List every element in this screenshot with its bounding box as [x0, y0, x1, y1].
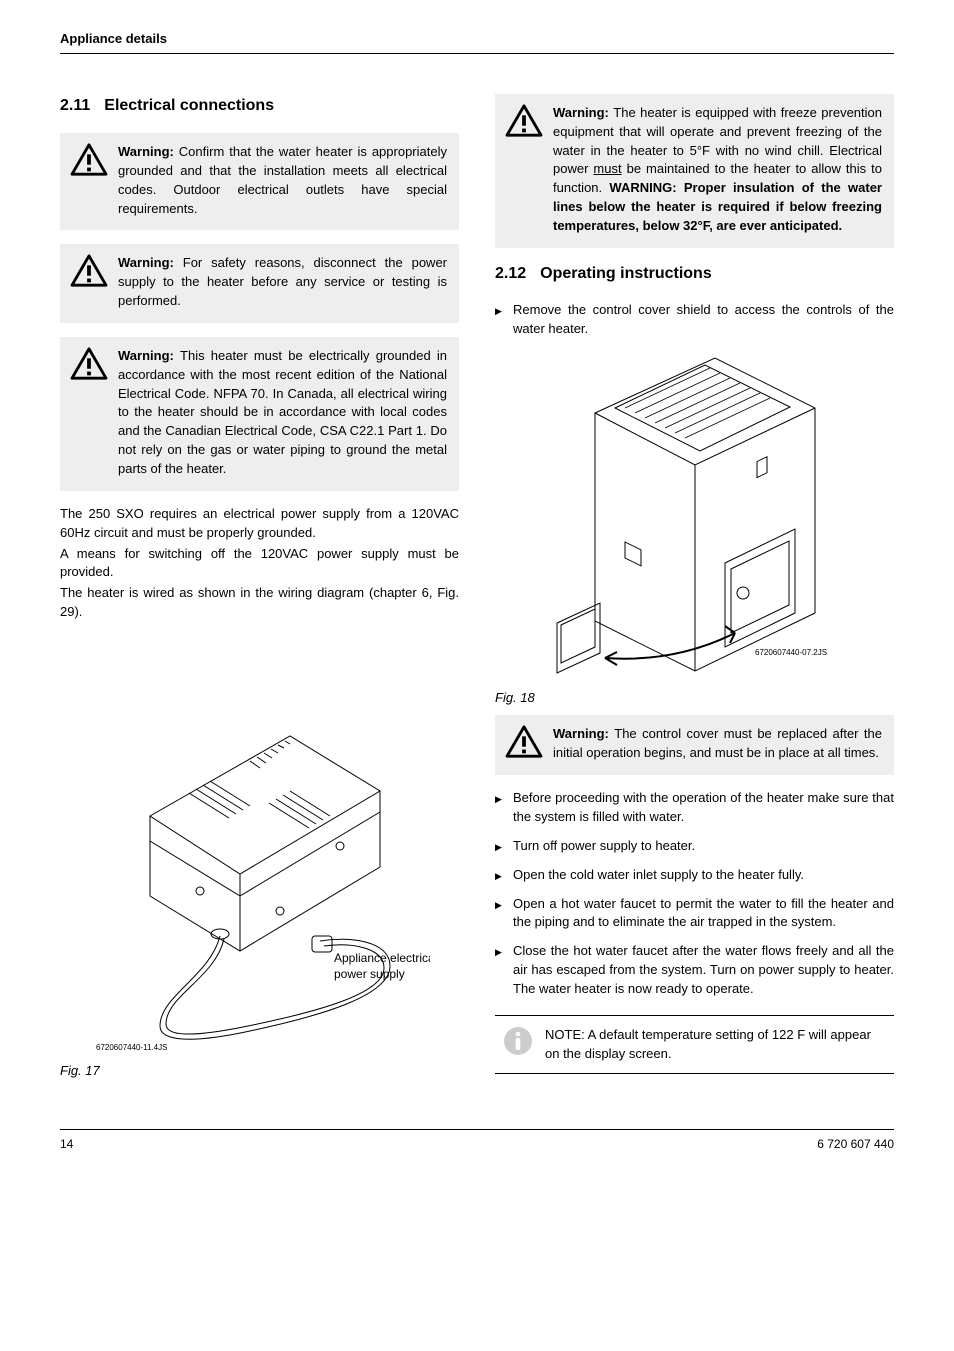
warning-box-code: Warning: This heater must be electricall…	[60, 337, 459, 491]
warning-box-grounding: Warning: Confirm that the water heater i…	[60, 133, 459, 230]
warning-body: This heater must be electrically grounde…	[118, 348, 447, 476]
page-header: Appliance details	[60, 30, 894, 54]
warning-icon	[70, 143, 108, 177]
warning-lead: Warning:	[118, 348, 180, 363]
list-item: Remove the control cover shield to acces…	[495, 301, 894, 339]
warning-icon	[505, 104, 543, 138]
warning-text: Warning: This heater must be electricall…	[118, 347, 447, 479]
fig17-label-line1: Appliance electrical	[334, 951, 430, 965]
warning-lead: Warning:	[118, 255, 183, 270]
figure-17-svg: Appliance electrical power supply 672060…	[90, 636, 430, 1056]
warning-text: Warning: The control cover must be repla…	[553, 725, 882, 763]
list-item: Open the cold water inlet supply to the …	[495, 866, 894, 885]
para-power-supply: The 250 SXO requires an electrical power…	[60, 505, 459, 543]
heading-number: 2.11	[60, 97, 90, 114]
heading-text: Operating instructions	[540, 265, 712, 282]
list-item: Open a hot water faucet to permit the wa…	[495, 895, 894, 933]
info-icon	[503, 1026, 533, 1056]
section-2-11-heading: 2.11 Electrical connections	[60, 94, 459, 117]
bullet-list-top: Remove the control cover shield to acces…	[495, 301, 894, 339]
figure-18: 6720607440-07.2JS Fig. 18	[495, 353, 894, 708]
warning-icon	[505, 725, 543, 759]
note-box: NOTE: A default temperature setting of 1…	[495, 1015, 894, 1075]
warning-box-disconnect: Warning: For safety reasons, disconnect …	[60, 244, 459, 323]
fig18-ref: 6720607440-07.2JS	[755, 648, 827, 657]
list-item: Before proceeding with the operation of …	[495, 789, 894, 827]
list-item: Turn off power supply to heater.	[495, 837, 894, 856]
doc-number: 6 720 607 440	[817, 1136, 894, 1153]
page-footer: 14 6 720 607 440	[60, 1129, 894, 1153]
bullet-list-steps: Before proceeding with the operation of …	[495, 789, 894, 999]
warning-box-cover: Warning: The control cover must be repla…	[495, 715, 894, 775]
note-text: NOTE: A default temperature setting of 1…	[545, 1026, 886, 1064]
warning-must: must	[593, 161, 621, 176]
warning-lead: Warning:	[553, 726, 614, 741]
heading-number: 2.12	[495, 265, 526, 282]
para-switch: A means for switching off the 120VAC pow…	[60, 545, 459, 583]
left-column: 2.11 Electrical connections Warning: Conf…	[60, 94, 459, 1089]
warning-icon	[70, 254, 108, 288]
right-column: Warning: The heater is equipped with fre…	[495, 94, 894, 1089]
figure-17: Appliance electrical power supply 672060…	[60, 636, 459, 1081]
para-wiring: The heater is wired as shown in the wiri…	[60, 584, 459, 622]
content-columns: 2.11 Electrical connections Warning: Conf…	[60, 94, 894, 1089]
warning-icon	[70, 347, 108, 381]
page-number: 14	[60, 1136, 73, 1153]
section-2-12-heading: 2.12 Operating instructions	[495, 262, 894, 285]
warning-text: Warning: For safety reasons, disconnect …	[118, 254, 447, 311]
warning-text: Warning: Confirm that the water heater i…	[118, 143, 447, 218]
warning-lead: Warning:	[553, 105, 613, 120]
fig17-label-line2: power supply	[334, 967, 405, 981]
warning-text: Warning: The heater is equipped with fre…	[553, 104, 882, 236]
header-title: Appliance details	[60, 31, 167, 46]
list-item: Close the hot water faucet after the wat…	[495, 942, 894, 999]
body-text-block: The 250 SXO requires an electrical power…	[60, 505, 459, 622]
figure-18-svg: 6720607440-07.2JS	[545, 353, 845, 683]
warning-box-freeze: Warning: The heater is equipped with fre…	[495, 94, 894, 248]
warning-lead: Warning:	[118, 144, 179, 159]
fig17-ref: 6720607440-11.4JS	[96, 1043, 167, 1052]
fig17-caption: Fig. 17	[60, 1062, 459, 1081]
fig18-caption: Fig. 18	[495, 689, 894, 708]
heading-text: Electrical connections	[104, 97, 274, 114]
